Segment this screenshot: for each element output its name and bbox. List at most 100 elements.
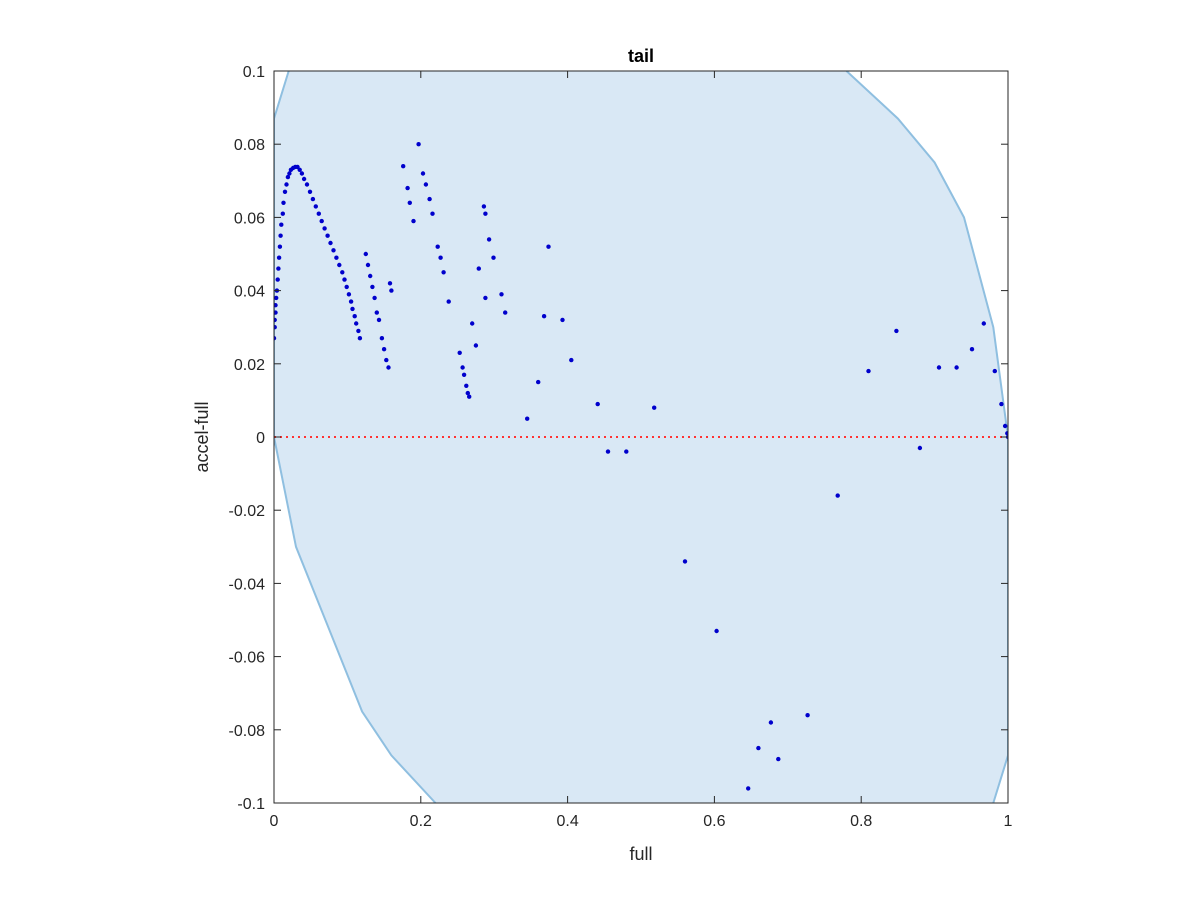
data-point xyxy=(354,321,359,326)
x-tick-label: 0.8 xyxy=(850,813,872,830)
data-point xyxy=(569,357,574,363)
data-point xyxy=(1002,423,1008,429)
data-point xyxy=(342,277,347,282)
data-point xyxy=(363,251,368,257)
region-left-boundary xyxy=(274,71,437,803)
data-point xyxy=(387,281,393,286)
data-point xyxy=(274,336,277,341)
y-tick-label: 0.08 xyxy=(234,137,265,154)
data-point xyxy=(525,416,530,421)
data-point xyxy=(350,306,355,312)
data-point xyxy=(467,394,472,399)
data-point xyxy=(310,196,316,202)
data-point xyxy=(465,390,470,396)
data-point xyxy=(483,295,488,301)
data-point xyxy=(313,204,318,209)
y-axis-label: accel-full xyxy=(192,401,212,472)
data-point xyxy=(275,277,280,282)
y-tick-label: -0.02 xyxy=(229,503,266,520)
data-point xyxy=(992,368,997,374)
data-point xyxy=(768,720,774,725)
data-point xyxy=(379,336,385,341)
x-tick-label: 0.4 xyxy=(556,813,578,830)
data-point xyxy=(446,299,451,304)
data-point xyxy=(278,233,283,238)
data-point xyxy=(457,350,462,355)
data-point xyxy=(348,299,354,304)
x-tick-label: 0.2 xyxy=(410,813,432,830)
data-point xyxy=(460,365,465,370)
data-point xyxy=(381,347,387,352)
data-point xyxy=(276,255,282,260)
data-point xyxy=(276,266,281,271)
data-point xyxy=(352,314,357,319)
data-point xyxy=(499,292,504,297)
data-point xyxy=(866,368,871,374)
data-point xyxy=(274,325,277,330)
data-point xyxy=(483,211,488,216)
y-tick-label: 0 xyxy=(256,430,265,447)
data-point xyxy=(541,314,547,319)
data-point xyxy=(384,357,389,363)
data-point xyxy=(476,266,481,271)
data-point xyxy=(894,328,899,334)
y-tick-label: -0.08 xyxy=(229,723,266,740)
y-tick-label: 0.02 xyxy=(234,357,265,374)
data-point xyxy=(756,745,761,751)
data-point xyxy=(416,142,421,147)
data-point xyxy=(546,244,551,249)
data-point xyxy=(682,559,688,564)
data-point xyxy=(356,328,361,334)
data-point xyxy=(285,174,291,180)
data-point xyxy=(297,167,302,172)
data-point xyxy=(274,310,278,315)
data-point xyxy=(299,171,305,176)
data-point xyxy=(374,310,379,315)
data-point xyxy=(407,200,412,205)
data-point xyxy=(473,343,479,348)
x-tick-label: 1 xyxy=(1004,813,1013,830)
data-point xyxy=(423,182,429,187)
data-point xyxy=(652,405,657,410)
data-point xyxy=(481,204,487,209)
y-tick-label: -0.06 xyxy=(229,650,266,667)
data-point xyxy=(334,255,339,260)
data-point xyxy=(486,237,492,242)
data-point xyxy=(386,365,391,370)
x-axis: 0 0.2 0.4 0.6 0.8 1 xyxy=(270,71,1013,830)
data-point xyxy=(936,365,942,370)
data-point xyxy=(279,222,284,227)
data-point xyxy=(430,211,435,216)
data-point xyxy=(328,240,333,246)
data-point xyxy=(322,226,327,231)
data-point xyxy=(331,248,336,253)
data-point xyxy=(714,628,719,634)
data-point xyxy=(389,288,394,293)
data-point xyxy=(281,200,286,205)
data-point xyxy=(340,270,345,275)
data-point xyxy=(805,713,810,718)
data-point xyxy=(274,303,278,308)
data-point xyxy=(624,449,629,454)
data-point xyxy=(274,317,277,323)
data-point xyxy=(368,273,373,279)
data-point xyxy=(325,233,330,238)
data-point xyxy=(776,756,781,762)
y-tick-label: 0.04 xyxy=(234,284,265,301)
data-point xyxy=(376,317,382,323)
data-point xyxy=(917,445,923,451)
data-point xyxy=(605,449,611,454)
data-points xyxy=(274,142,1008,791)
y-tick-label: -0.1 xyxy=(237,796,265,813)
data-point xyxy=(427,196,432,202)
data-point xyxy=(344,284,349,290)
data-point xyxy=(401,164,406,169)
data-point xyxy=(536,379,541,385)
data-point xyxy=(491,255,496,260)
data-point xyxy=(282,189,288,194)
data-point xyxy=(284,182,289,187)
data-point xyxy=(337,262,342,268)
x-tick-label: 0 xyxy=(270,813,279,830)
data-point xyxy=(301,176,307,182)
